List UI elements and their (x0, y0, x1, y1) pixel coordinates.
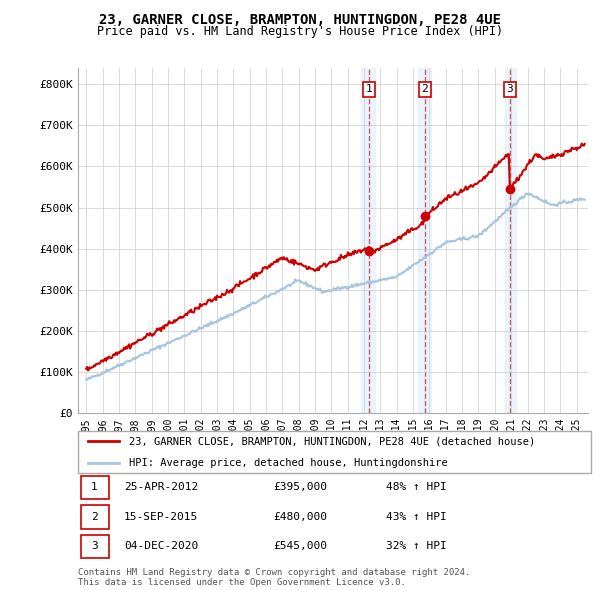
Text: £395,000: £395,000 (273, 483, 327, 492)
Text: 23, GARNER CLOSE, BRAMPTON, HUNTINGDON, PE28 4UE: 23, GARNER CLOSE, BRAMPTON, HUNTINGDON, … (99, 13, 501, 27)
Text: 1: 1 (91, 483, 98, 492)
Text: 32% ↑ HPI: 32% ↑ HPI (386, 542, 446, 551)
Text: 3: 3 (91, 542, 98, 551)
Text: 23, GARNER CLOSE, BRAMPTON, HUNTINGDON, PE28 4UE (detached house): 23, GARNER CLOSE, BRAMPTON, HUNTINGDON, … (130, 437, 536, 446)
FancyBboxPatch shape (78, 431, 591, 473)
Text: 3: 3 (506, 84, 513, 94)
Bar (361, 68, 376, 413)
Text: 2: 2 (91, 512, 98, 522)
FancyBboxPatch shape (80, 476, 109, 499)
Text: 25-APR-2012: 25-APR-2012 (124, 483, 199, 492)
Text: 04-DEC-2020: 04-DEC-2020 (124, 542, 199, 551)
Text: £545,000: £545,000 (273, 542, 327, 551)
Bar (418, 68, 431, 413)
Text: HPI: Average price, detached house, Huntingdonshire: HPI: Average price, detached house, Hunt… (130, 458, 448, 467)
Text: 2: 2 (421, 84, 428, 94)
Bar (505, 68, 516, 413)
Text: Contains HM Land Registry data © Crown copyright and database right 2024.
This d: Contains HM Land Registry data © Crown c… (78, 568, 470, 587)
FancyBboxPatch shape (80, 505, 109, 529)
Text: Price paid vs. HM Land Registry's House Price Index (HPI): Price paid vs. HM Land Registry's House … (97, 25, 503, 38)
Text: 48% ↑ HPI: 48% ↑ HPI (386, 483, 446, 492)
FancyBboxPatch shape (80, 535, 109, 558)
Text: 43% ↑ HPI: 43% ↑ HPI (386, 512, 446, 522)
Text: 15-SEP-2015: 15-SEP-2015 (124, 512, 199, 522)
Text: £480,000: £480,000 (273, 512, 327, 522)
Text: 1: 1 (366, 84, 373, 94)
